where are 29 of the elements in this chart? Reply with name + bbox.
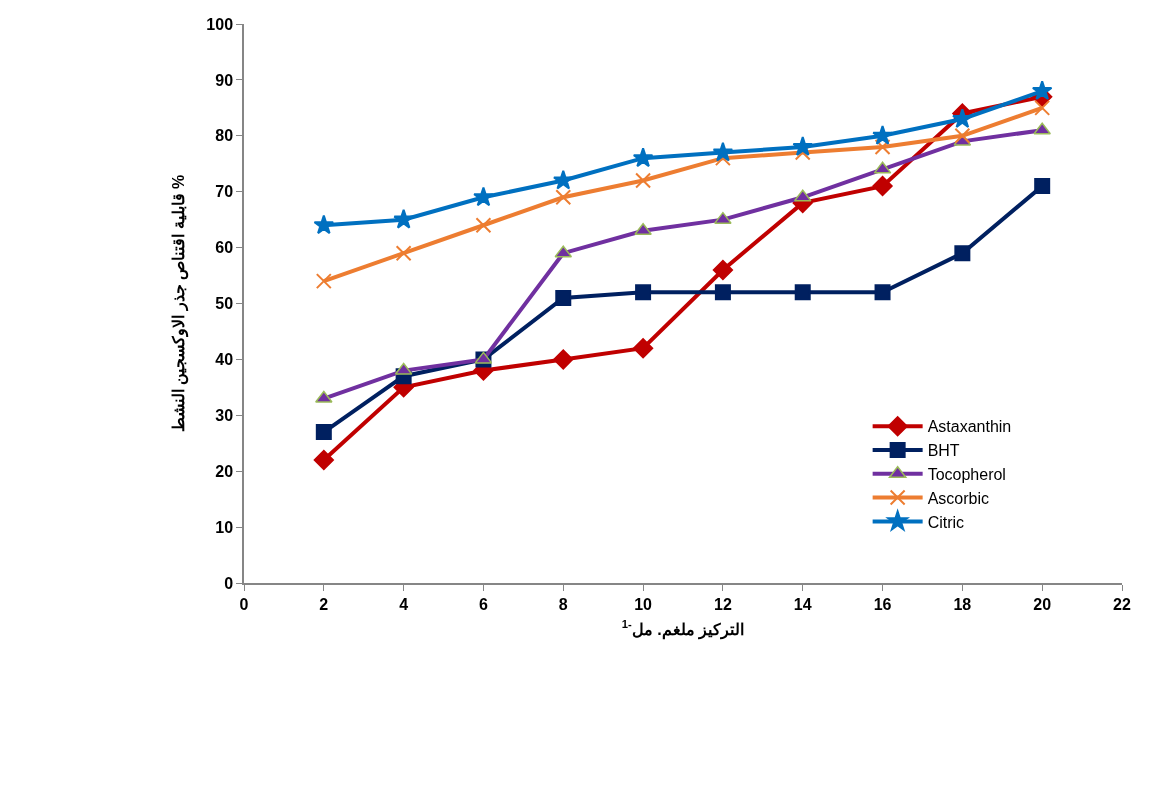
y-tick-label: 40: [215, 351, 234, 368]
x-tick-label: 16: [873, 595, 892, 613]
x-tick-label: 18: [953, 595, 972, 613]
x-tick-label: 4: [399, 595, 409, 613]
y-tick-label: 0: [224, 574, 234, 592]
y-tick-label: 100: [206, 15, 234, 33]
x-tick-label: 14: [793, 595, 812, 613]
legend-label: Ascorbic: [927, 489, 989, 507]
x-tick-label: 12: [714, 595, 732, 613]
y-tick-label: 30: [215, 406, 234, 424]
x-tick-label: 8: [558, 595, 568, 613]
legend-label: Citric: [927, 513, 965, 531]
y-tick-label: 20: [215, 462, 234, 480]
x-tick-label: 20: [1033, 595, 1052, 613]
legend-label: Tocopherol: [927, 466, 1006, 484]
y-tick-label: 80: [215, 127, 234, 145]
y-axis-title: قابلية اقتناص جذر الاوكسجين النشط %: [169, 174, 189, 433]
y-tick-label: 70: [215, 183, 234, 201]
legend-label: Astaxanthin: [927, 418, 1012, 436]
y-tick-label: 10: [215, 518, 234, 536]
y-tick-label: 50: [215, 295, 234, 313]
x-tick-label: 10: [634, 595, 653, 613]
x-tick-label: 2: [319, 595, 329, 613]
x-tick-label: 6: [479, 595, 488, 613]
legend-label: BHT: [927, 442, 960, 460]
y-tick-label: 60: [215, 239, 234, 257]
x-tick-label: 22: [1113, 595, 1131, 613]
y-tick-label: 90: [215, 71, 234, 89]
x-tick-label: 0: [239, 595, 249, 613]
